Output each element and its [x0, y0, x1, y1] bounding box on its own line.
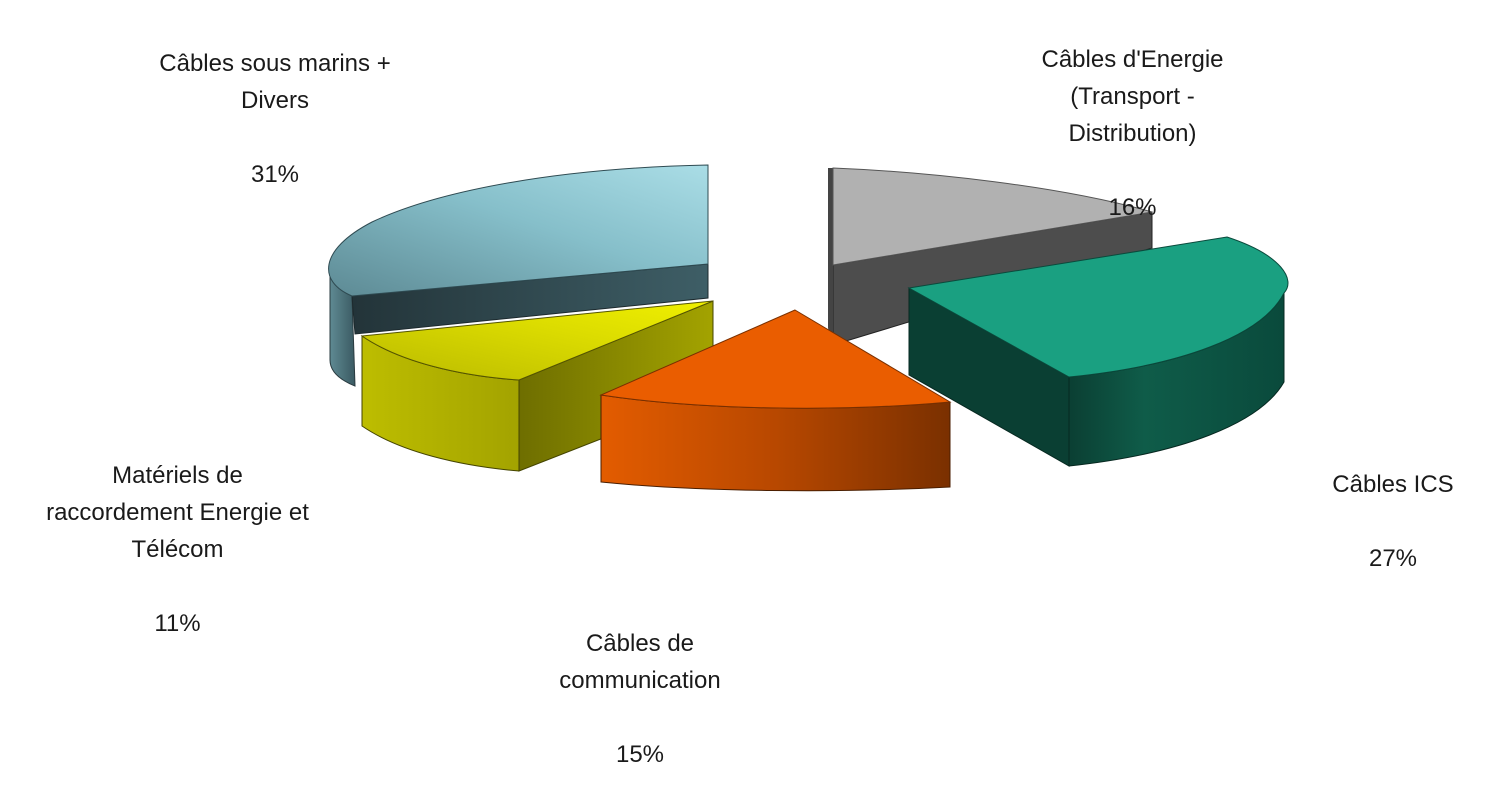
label-materiels-percent: 11%	[154, 610, 201, 637]
slice-communication-side	[600, 394, 951, 492]
pie-slice-ics	[907, 236, 1289, 467]
label-sous-marins: Câbles sous marins + Divers 31%	[120, 8, 430, 230]
label-ics-name: Câbles ICS	[1332, 471, 1454, 498]
pie-slice-materiels	[360, 300, 714, 472]
label-ics: Câbles ICS 27%	[1318, 429, 1468, 614]
slice-energie-side	[828, 168, 833, 345]
label-communication: Câbles de communication 15%	[510, 588, 770, 810]
label-sous-marins-name: Câbles sous marins + Divers	[159, 50, 391, 114]
label-energie-percent: 16%	[1108, 194, 1157, 221]
label-energie-name: Câbles d'Energie (Transport - Distributi…	[1041, 46, 1224, 147]
label-communication-name: Câbles de communication	[559, 630, 721, 694]
label-sous-marins-percent: 31%	[250, 161, 300, 188]
label-communication-percent: 15%	[615, 741, 665, 768]
slice-ics-top	[907, 236, 1289, 378]
label-materiels-name: Matériels de raccordement Energie et Tél…	[46, 462, 309, 563]
slice-energie-top	[832, 167, 1153, 266]
slice-sous-marins-top	[328, 164, 709, 297]
slice-materiels-top	[360, 300, 714, 381]
pie-slice-sous-marins	[328, 164, 709, 387]
pie-chart	[328, 164, 1289, 492]
slice-communication-top	[599, 309, 952, 409]
label-ics-percent: 27%	[1368, 545, 1418, 572]
pie-slice-communication	[599, 309, 952, 492]
label-energie: Câbles d'Energie (Transport - Distributi…	[1000, 4, 1265, 263]
label-materiels: Matériels de raccordement Energie et Tél…	[0, 420, 355, 679]
